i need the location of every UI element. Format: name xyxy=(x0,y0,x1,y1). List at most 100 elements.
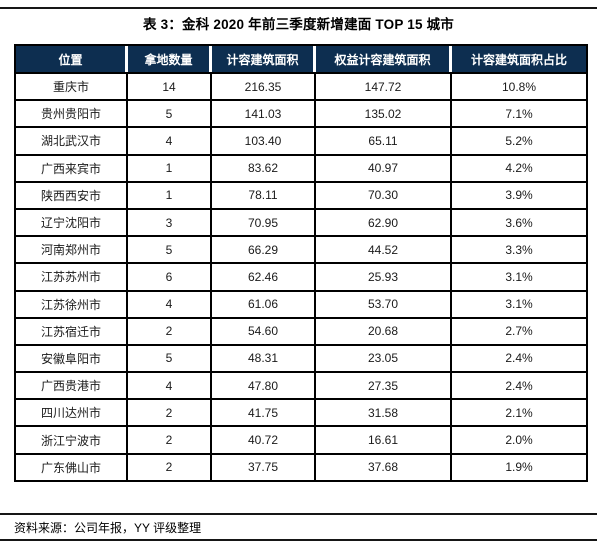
table-row: 陕西西安市 1 78.11 70.30 3.9% xyxy=(16,180,586,208)
table-row: 重庆市 14 216.35 147.72 10.8% xyxy=(16,72,586,100)
value-cell: 5 xyxy=(128,99,212,127)
city-cell: 陕西西安市 xyxy=(16,180,128,208)
value-cell: 135.02 xyxy=(316,99,452,127)
table-row: 辽宁沈阳市 3 70.95 62.90 3.6% xyxy=(16,207,586,236)
table-header: 位置 拿地数量 计容建筑面积 权益计容建筑面积 计容建筑面积占比 xyxy=(16,46,586,72)
value-cell: 5 xyxy=(128,235,212,263)
source-note: 资料来源：公司年报，YY 评级整理 xyxy=(14,521,202,535)
value-cell: 2.0% xyxy=(452,425,586,453)
table-row: 贵州贵阳市 5 141.03 135.02 7.1% xyxy=(16,99,586,127)
value-cell: 141.03 xyxy=(212,99,316,127)
value-cell: 3.9% xyxy=(452,180,586,208)
value-cell: 2.4% xyxy=(452,371,586,399)
column-header: 计容建筑面积 xyxy=(212,46,316,72)
value-cell: 1 xyxy=(128,153,212,181)
city-cell: 安徽阜阳市 xyxy=(16,343,128,372)
city-cell: 广西来宾市 xyxy=(16,153,128,181)
value-cell: 40.97 xyxy=(316,153,452,181)
value-cell: 1 xyxy=(128,180,212,208)
table-title: 表 3：金科 2020 年前三季度新增建面 TOP 15 城市 xyxy=(142,17,455,32)
value-cell: 3.6% xyxy=(452,207,586,236)
value-cell: 41.75 xyxy=(212,398,316,426)
table-row: 江苏宿迁市 2 54.60 20.68 2.7% xyxy=(16,316,586,344)
city-cell: 四川达州市 xyxy=(16,398,128,426)
table-row: 浙江宁波市 2 40.72 16.61 2.0% xyxy=(16,425,586,453)
value-cell: 20.68 xyxy=(316,316,452,344)
value-cell: 54.60 xyxy=(212,316,316,344)
city-cell: 广西贵港市 xyxy=(16,371,128,399)
value-cell: 40.72 xyxy=(212,425,316,453)
city-cell: 重庆市 xyxy=(16,72,128,100)
value-cell: 48.31 xyxy=(212,343,316,372)
value-cell: 4 xyxy=(128,371,212,399)
value-cell: 37.68 xyxy=(316,452,452,480)
value-cell: 65.11 xyxy=(316,126,452,154)
value-cell: 3 xyxy=(128,207,212,236)
table-header-row: 位置 拿地数量 计容建筑面积 权益计容建筑面积 计容建筑面积占比 xyxy=(16,46,586,72)
value-cell: 4 xyxy=(128,289,212,317)
value-cell: 78.11 xyxy=(212,180,316,208)
city-cell: 江苏徐州市 xyxy=(16,289,128,317)
city-cell: 辽宁沈阳市 xyxy=(16,207,128,236)
value-cell: 7.1% xyxy=(452,99,586,127)
value-cell: 3.1% xyxy=(452,262,586,290)
value-cell: 62.46 xyxy=(212,262,316,290)
footer-separator-rule xyxy=(0,513,597,515)
city-cell: 贵州贵阳市 xyxy=(16,99,128,127)
value-cell: 3.3% xyxy=(452,235,586,263)
value-cell: 3.1% xyxy=(452,289,586,317)
bottom-rule xyxy=(0,539,597,541)
table-row: 江苏徐州市 4 61.06 53.70 3.1% xyxy=(16,289,586,317)
table-row: 河南郑州市 5 66.29 44.52 3.3% xyxy=(16,235,586,263)
city-cell: 江苏苏州市 xyxy=(16,262,128,290)
value-cell: 53.70 xyxy=(316,289,452,317)
city-cell: 湖北武汉市 xyxy=(16,126,128,154)
value-cell: 10.8% xyxy=(452,72,586,100)
value-cell: 23.05 xyxy=(316,343,452,372)
city-cell: 浙江宁波市 xyxy=(16,425,128,453)
top15-cities-table: 位置 拿地数量 计容建筑面积 权益计容建筑面积 计容建筑面积占比 重庆市 14 216.35… xyxy=(14,44,588,482)
table-body: 重庆市 14 216.35 147.72 10.8% 贵州贵阳市 5 141.03 135.02… xyxy=(16,72,586,480)
value-cell: 16.61 xyxy=(316,425,452,453)
column-header: 位置 xyxy=(16,46,128,72)
column-header: 计容建筑面积占比 xyxy=(452,46,586,72)
value-cell: 47.80 xyxy=(212,371,316,399)
value-cell: 2.4% xyxy=(452,343,586,372)
value-cell: 2 xyxy=(128,452,212,480)
table-row: 湖北武汉市 4 103.40 65.11 5.2% xyxy=(16,126,586,154)
value-cell: 61.06 xyxy=(212,289,316,317)
value-cell: 66.29 xyxy=(212,235,316,263)
value-cell: 14 xyxy=(128,72,212,100)
value-cell: 103.40 xyxy=(212,126,316,154)
value-cell: 5 xyxy=(128,343,212,372)
value-cell: 5.2% xyxy=(452,126,586,154)
value-cell: 2 xyxy=(128,316,212,344)
value-cell: 216.35 xyxy=(212,72,316,100)
value-cell: 83.62 xyxy=(212,153,316,181)
table-row: 广西来宾市 1 83.62 40.97 4.2% xyxy=(16,153,586,181)
value-cell: 2 xyxy=(128,398,212,426)
city-cell: 江苏宿迁市 xyxy=(16,316,128,344)
value-cell: 31.58 xyxy=(316,398,452,426)
top-rule xyxy=(0,7,597,9)
column-header: 拿地数量 xyxy=(128,46,212,72)
value-cell: 62.90 xyxy=(316,207,452,236)
value-cell: 70.95 xyxy=(212,207,316,236)
value-cell: 44.52 xyxy=(316,235,452,263)
value-cell: 37.75 xyxy=(212,452,316,480)
table-row: 广西贵港市 4 47.80 27.35 2.4% xyxy=(16,371,586,399)
table-row: 江苏苏州市 6 62.46 25.93 3.1% xyxy=(16,262,586,290)
table-row: 四川达州市 2 41.75 31.58 2.1% xyxy=(16,398,586,426)
table-row: 广东佛山市 2 37.75 37.68 1.9% xyxy=(16,452,586,480)
value-cell: 6 xyxy=(128,262,212,290)
value-cell: 147.72 xyxy=(316,72,452,100)
value-cell: 1.9% xyxy=(452,452,586,480)
value-cell: 27.35 xyxy=(316,371,452,399)
value-cell: 2.7% xyxy=(452,316,586,344)
column-header: 权益计容建筑面积 xyxy=(316,46,452,72)
value-cell: 4 xyxy=(128,126,212,154)
value-cell: 2.1% xyxy=(452,398,586,426)
value-cell: 4.2% xyxy=(452,153,586,181)
table-row: 安徽阜阳市 5 48.31 23.05 2.4% xyxy=(16,343,586,372)
city-cell: 河南郑州市 xyxy=(16,235,128,263)
